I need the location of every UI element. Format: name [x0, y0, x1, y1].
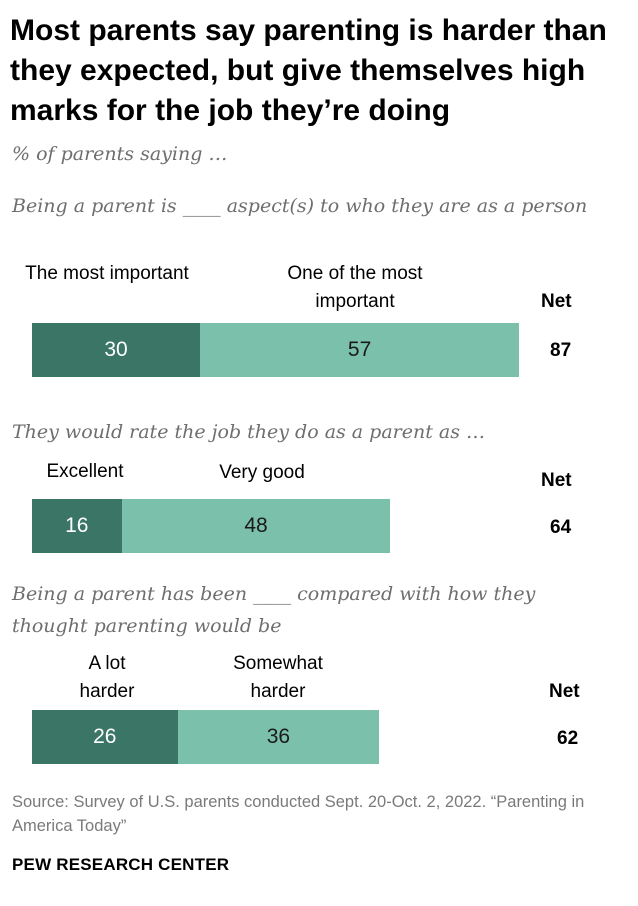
bar-segment-very-good: 48 — [121, 499, 391, 553]
category-label: Excellent — [46, 461, 124, 482]
data-label: 26 — [93, 725, 117, 748]
net-label: Net — [541, 470, 572, 491]
data-label: 48 — [244, 514, 268, 537]
bar-segment-a-lot-harder: 26 — [32, 710, 178, 764]
question-label: Being a parent has been ____ compared wi… — [12, 583, 536, 637]
category-label: Very good — [219, 462, 305, 483]
chart-subtitle: % of parents saying … — [12, 143, 228, 165]
bar-segment-most-important: 30 — [32, 323, 200, 377]
net-label: Net — [549, 681, 580, 702]
net-value: 87 — [550, 340, 572, 361]
category-label: Somewhat harder — [233, 653, 323, 702]
category-label: One of the most important — [287, 263, 423, 312]
category-label: The most important — [25, 263, 189, 284]
data-label: 36 — [266, 725, 291, 748]
net-value: 64 — [550, 517, 572, 538]
data-label: 16 — [65, 514, 89, 537]
stacked-bar: 26 36 — [32, 710, 380, 764]
data-label: 57 — [347, 338, 372, 361]
net-value: 62 — [557, 728, 579, 749]
chart-title: Most parents say parenting is harder tha… — [10, 14, 607, 127]
source-note: Source: Survey of U.S. parents conducted… — [12, 793, 585, 835]
stacked-bar: 16 48 — [32, 499, 391, 553]
question-label: They would rate the job they do as a par… — [12, 421, 486, 443]
category-label: A lot harder — [79, 653, 135, 702]
question-label: Being a parent is ____ aspect(s) to who … — [12, 195, 588, 217]
bar-segment-one-of-most-important: 57 — [200, 323, 520, 377]
data-label: 30 — [104, 338, 128, 361]
brand-label: PEW RESEARCH CENTER — [12, 855, 230, 874]
bar-segment-somewhat-harder: 36 — [177, 710, 380, 764]
net-label: Net — [541, 291, 572, 312]
stacked-bar: 30 57 — [32, 323, 520, 377]
bar-segment-excellent: 16 — [32, 499, 122, 553]
